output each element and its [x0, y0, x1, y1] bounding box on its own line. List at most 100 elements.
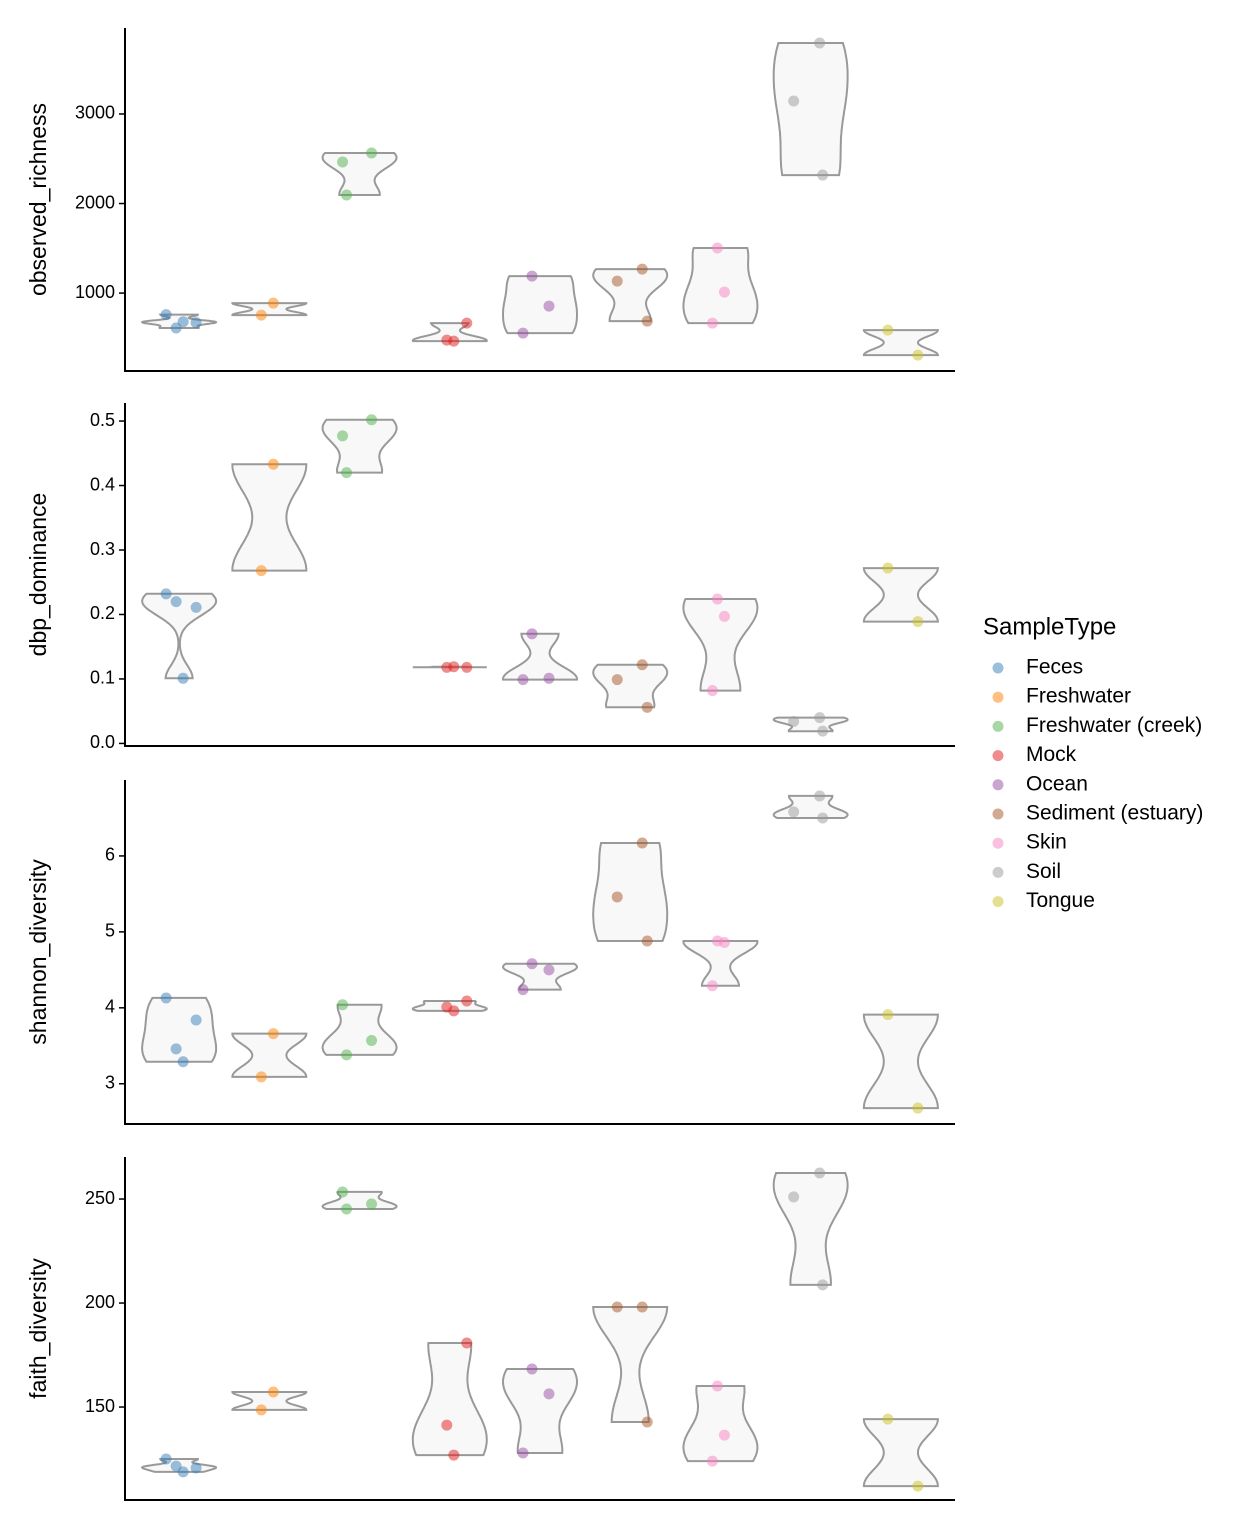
data-point: [817, 169, 829, 181]
legend-label: Skin: [1026, 831, 1067, 854]
data-point: [718, 937, 730, 949]
y-axis-label: dbp_dominance: [25, 493, 51, 657]
y-tick-label: 0.4: [90, 474, 115, 494]
data-point: [267, 458, 279, 470]
legend-label: Ocean: [1026, 772, 1088, 795]
legend-title: SampleType: [983, 613, 1116, 640]
data-point: [636, 263, 648, 275]
data-point: [706, 317, 718, 329]
legend-swatch: [992, 779, 1004, 791]
data-point: [641, 315, 653, 327]
violin: [772, 716, 849, 733]
data-point: [814, 37, 826, 49]
data-point: [267, 1386, 279, 1398]
data-point: [912, 1480, 924, 1492]
data-point: [706, 685, 718, 697]
data-point: [814, 712, 826, 724]
violin: [592, 1306, 669, 1423]
data-point: [160, 1453, 172, 1465]
violin: [502, 962, 578, 991]
data-point: [177, 1466, 189, 1478]
violin: [231, 1391, 308, 1411]
data-point: [817, 725, 829, 737]
violin: [231, 1032, 308, 1078]
data-point: [526, 1363, 538, 1375]
violin: [862, 329, 940, 357]
data-point: [543, 672, 555, 684]
data-point: [461, 661, 473, 673]
data-point: [817, 812, 829, 824]
data-point: [255, 309, 267, 321]
legend-swatch: [992, 896, 1004, 908]
y-tick-label: 0.5: [90, 410, 115, 430]
violin: [141, 592, 218, 680]
data-point: [817, 1279, 829, 1291]
data-point: [636, 1301, 648, 1313]
y-tick-label: 3000: [75, 103, 115, 123]
violin: [682, 247, 759, 325]
data-point: [170, 322, 182, 334]
y-tick-label: 3: [105, 1073, 115, 1093]
legend-label: Sediment (estuary): [1026, 802, 1203, 825]
data-point: [341, 1049, 353, 1061]
data-point: [882, 1009, 894, 1021]
violin: [321, 418, 398, 474]
data-point: [814, 1167, 826, 1179]
data-point: [337, 999, 349, 1011]
y-tick-label: 0.1: [90, 668, 115, 688]
y-tick-label: 0.3: [90, 539, 115, 559]
data-point: [448, 335, 460, 347]
data-point: [170, 596, 182, 608]
data-point: [788, 806, 800, 818]
violin: [321, 1190, 398, 1210]
data-point: [611, 1301, 623, 1313]
data-point: [517, 674, 529, 686]
violin: [321, 1003, 398, 1056]
data-point: [641, 701, 653, 713]
violin: [682, 1385, 759, 1463]
data-point: [912, 616, 924, 628]
data-point: [160, 992, 172, 1004]
data-point: [912, 349, 924, 361]
data-point: [526, 628, 538, 640]
violin: [862, 567, 940, 623]
legend-label: Mock: [1026, 743, 1077, 766]
data-point: [718, 1429, 730, 1441]
data-point: [788, 95, 800, 107]
data-point: [441, 1419, 453, 1431]
data-point: [341, 467, 353, 479]
data-point: [190, 601, 202, 613]
legend-label: Freshwater: [1026, 685, 1131, 708]
data-point: [448, 1449, 460, 1461]
violin: [772, 1172, 849, 1286]
data-point: [718, 286, 730, 298]
data-point: [255, 1404, 267, 1416]
data-point: [641, 1416, 653, 1428]
violin: [772, 794, 849, 819]
legend-swatch: [992, 720, 1004, 732]
data-point: [526, 958, 538, 970]
data-point: [461, 995, 473, 1007]
data-point: [267, 297, 279, 309]
violin: [592, 663, 669, 709]
data-point: [366, 147, 378, 159]
y-tick-label: 250: [85, 1188, 115, 1208]
data-point: [517, 1447, 529, 1459]
legend-swatch: [992, 837, 1004, 849]
violin: [862, 1013, 939, 1110]
data-point: [611, 674, 623, 686]
data-point: [448, 661, 460, 673]
data-point: [177, 1056, 189, 1068]
violin: [862, 1418, 939, 1488]
data-point: [177, 316, 189, 328]
data-point: [814, 790, 826, 802]
data-point: [366, 1034, 378, 1046]
violin: [592, 842, 669, 942]
data-point: [543, 300, 555, 312]
legend-label: Freshwater (creek): [1026, 714, 1202, 737]
y-axis-label: observed_richness: [25, 103, 51, 296]
data-point: [636, 837, 648, 849]
legend-label: Soil: [1026, 860, 1061, 883]
data-point: [882, 1413, 894, 1425]
